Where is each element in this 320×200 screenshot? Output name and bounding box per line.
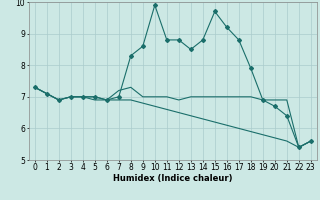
X-axis label: Humidex (Indice chaleur): Humidex (Indice chaleur): [113, 174, 233, 183]
